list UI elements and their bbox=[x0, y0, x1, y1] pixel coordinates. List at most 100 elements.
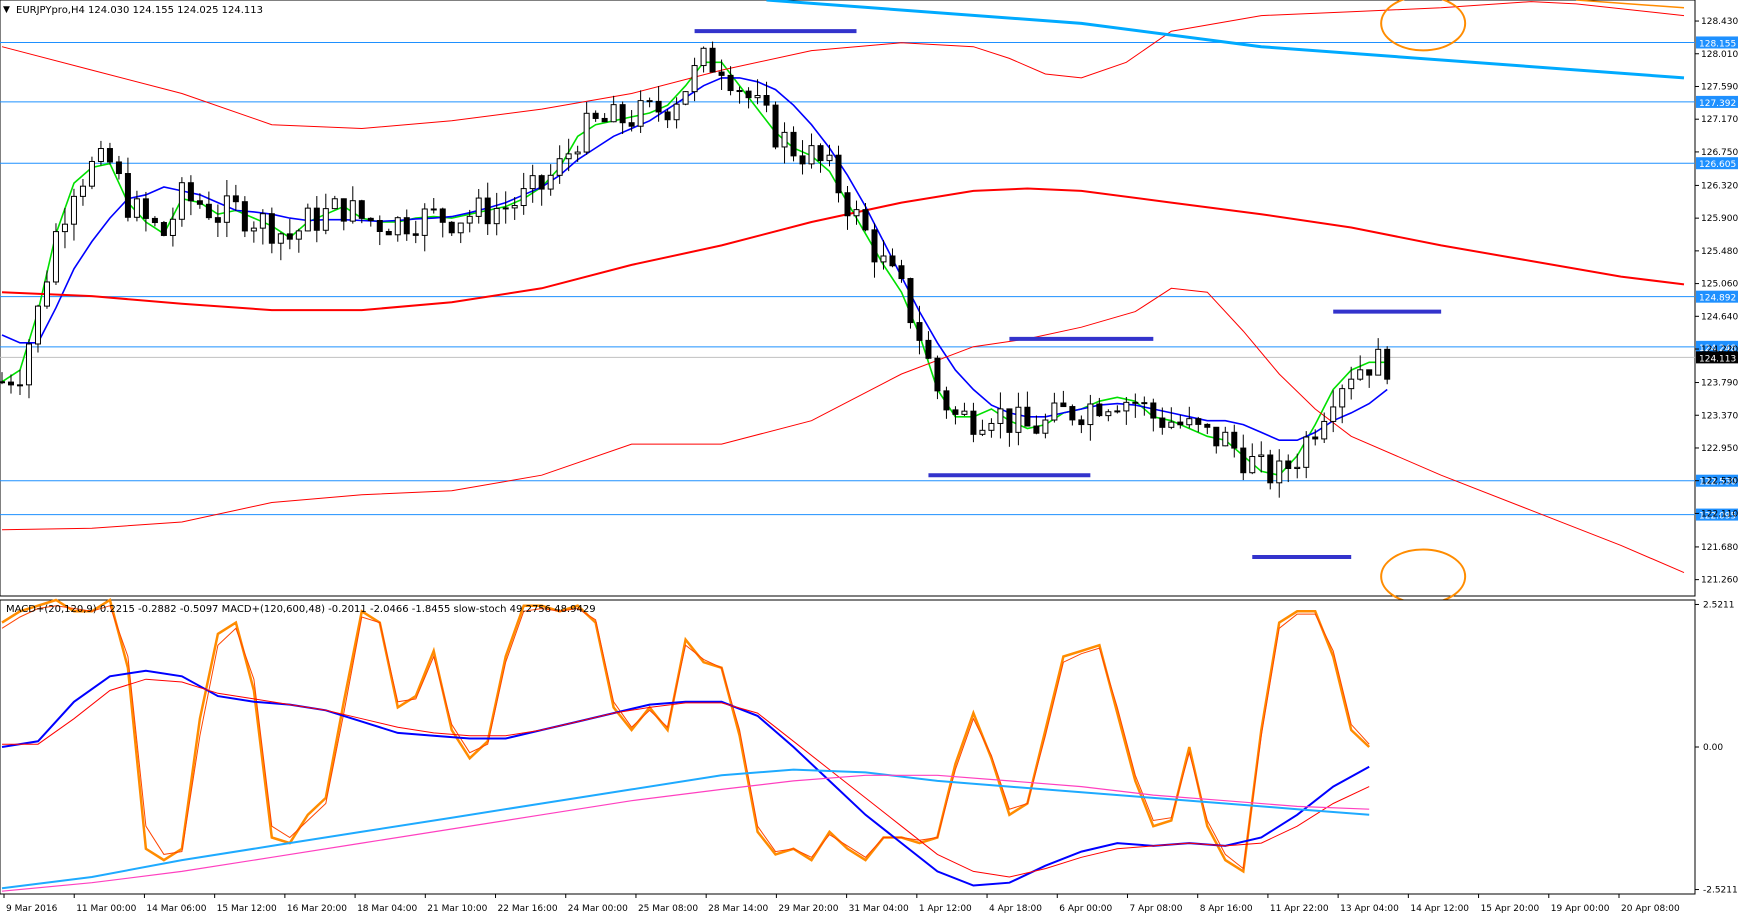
candle-body bbox=[214, 217, 221, 223]
indicator-tick-label: -2.5211 bbox=[1703, 886, 1738, 896]
candle-body bbox=[1033, 425, 1040, 434]
candle-body bbox=[565, 153, 572, 160]
candle-body bbox=[925, 339, 932, 359]
time-tick-label: 11 Mar 00:00 bbox=[76, 904, 136, 914]
candle-body bbox=[1123, 401, 1130, 412]
candle-body bbox=[475, 197, 482, 217]
candle-body bbox=[250, 227, 257, 232]
time-tick-label: 29 Mar 20:00 bbox=[778, 904, 838, 914]
price-tick-label: 126.750 bbox=[1701, 148, 1738, 158]
candle-body bbox=[979, 429, 986, 435]
price-panel-title: EURJPYpro,H4 124.030 124.155 124.025 124… bbox=[16, 5, 263, 16]
price-tick-label: 123.790 bbox=[1701, 379, 1738, 389]
candle-body bbox=[142, 198, 149, 219]
candle-body bbox=[817, 145, 824, 162]
candle-body bbox=[1285, 460, 1292, 470]
time-tick-label: 8 Apr 16:00 bbox=[1200, 904, 1253, 914]
time-tick-label: 16 Mar 20:00 bbox=[287, 904, 347, 914]
candle-body bbox=[709, 47, 716, 73]
candle-body bbox=[277, 233, 284, 244]
candle-body bbox=[1384, 348, 1391, 380]
candle-body bbox=[970, 410, 977, 435]
candle-body bbox=[862, 209, 869, 231]
candle-body bbox=[1339, 388, 1346, 408]
indicator-macd_slow_main bbox=[1, 768, 1370, 890]
candle-body bbox=[988, 422, 995, 431]
candle-body bbox=[430, 208, 437, 211]
candle-body bbox=[16, 384, 23, 387]
price-panel-frame bbox=[0, 0, 1696, 597]
price-tick-label: 122.530 bbox=[1701, 477, 1738, 487]
level-badge bbox=[1696, 340, 1738, 353]
candle-body bbox=[178, 182, 185, 220]
candle-body bbox=[268, 213, 275, 244]
candle-body bbox=[826, 154, 833, 162]
candle-body bbox=[889, 255, 896, 267]
candle-body bbox=[754, 95, 761, 99]
candle-body bbox=[691, 65, 698, 93]
candle-body bbox=[718, 71, 725, 76]
candle-body bbox=[538, 175, 545, 190]
time-tick-label: 25 Mar 08:00 bbox=[638, 904, 698, 914]
candle-body bbox=[448, 221, 455, 234]
candle-body bbox=[763, 95, 770, 106]
candle-body bbox=[727, 74, 734, 92]
candle-body bbox=[961, 410, 968, 415]
indicator-macd_fast_signal bbox=[2, 678, 1370, 878]
price-tick-label: 125.900 bbox=[1701, 214, 1738, 224]
candle-body bbox=[898, 265, 905, 280]
series-band_upper bbox=[1, 1, 1685, 130]
price-tick-label: 121.680 bbox=[1701, 543, 1738, 553]
candle-body bbox=[1132, 401, 1139, 404]
candle-body bbox=[1195, 418, 1202, 425]
level-badge bbox=[1696, 95, 1738, 108]
candle-body bbox=[358, 200, 365, 219]
candle-body bbox=[628, 122, 635, 127]
candle-body bbox=[133, 198, 140, 218]
candlesticks bbox=[0, 41, 1391, 498]
candle-body bbox=[952, 409, 959, 415]
candle-body bbox=[502, 207, 509, 210]
candle-body bbox=[61, 223, 68, 233]
candle-body bbox=[43, 281, 50, 307]
candle-body bbox=[0, 381, 5, 384]
candle-body bbox=[232, 195, 239, 203]
candle-body bbox=[664, 111, 671, 121]
candle-body bbox=[619, 104, 626, 124]
candle-body bbox=[511, 205, 518, 209]
current-price-badge bbox=[1696, 351, 1738, 364]
price-tick-label: 123.370 bbox=[1701, 411, 1738, 421]
time-tick-label: 1 Apr 12:00 bbox=[919, 904, 972, 914]
candle-body bbox=[781, 131, 788, 148]
candle-body bbox=[1096, 403, 1103, 417]
time-tick-label: 19 Apr 00:00 bbox=[1551, 904, 1610, 914]
current-price-label: 124.113 bbox=[1699, 354, 1736, 364]
candle-body bbox=[592, 112, 599, 119]
candle-body bbox=[1267, 454, 1274, 484]
candle-body bbox=[574, 151, 581, 155]
dropdown-triangle-icon[interactable]: ▼ bbox=[3, 5, 10, 15]
price-tick-label: 125.480 bbox=[1701, 247, 1738, 257]
candle-body bbox=[1114, 410, 1121, 413]
indicator-panel[interactable]: MACD+(20,120,9) 0.2215 -0.2882 -0.5097 M… bbox=[0, 598, 1696, 895]
candle-body bbox=[916, 322, 923, 341]
candle-body bbox=[1276, 460, 1283, 484]
price-panel[interactable]: EURJPYpro,H4 124.030 124.155 124.025 124… bbox=[0, 0, 1696, 605]
time-tick-label: 24 Mar 00:00 bbox=[568, 904, 628, 914]
candle-body bbox=[187, 182, 194, 202]
price-tick-label: 125.060 bbox=[1701, 280, 1738, 290]
candle-body bbox=[583, 112, 590, 153]
time-tick-label: 21 Mar 10:00 bbox=[427, 904, 487, 914]
indicator-panel-title: MACD+(20,120,9) 0.2215 -0.2882 -0.5097 M… bbox=[6, 604, 596, 615]
candle-body bbox=[412, 233, 419, 236]
candle-body bbox=[403, 217, 410, 235]
candle-body bbox=[1348, 378, 1355, 390]
candle-body bbox=[1357, 369, 1364, 380]
candle-body bbox=[1159, 417, 1166, 428]
candle-body bbox=[160, 222, 167, 236]
candle-body bbox=[97, 148, 104, 162]
candle-body bbox=[700, 47, 707, 67]
series-long_ma bbox=[1, 187, 1685, 312]
price-tick-label: 127.590 bbox=[1701, 82, 1738, 92]
